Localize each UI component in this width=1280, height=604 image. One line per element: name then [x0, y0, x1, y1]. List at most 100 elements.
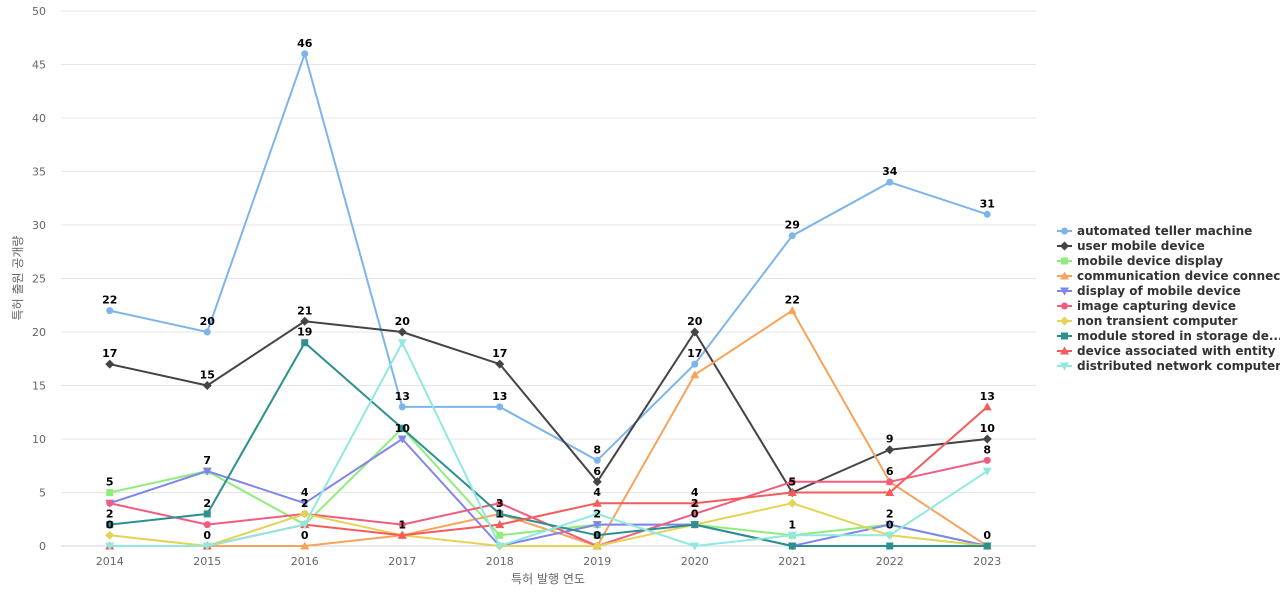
data-point[interactable]: [203, 510, 211, 518]
data-label: 22: [102, 294, 117, 307]
data-point[interactable]: [202, 542, 212, 551]
legend-item[interactable]: module stored in storage de...: [1057, 329, 1280, 343]
legend-item[interactable]: display of mobile device: [1057, 284, 1241, 298]
legend-item[interactable]: non transient computer: [1057, 314, 1238, 328]
data-point[interactable]: [592, 498, 602, 507]
data-point[interactable]: [398, 521, 406, 529]
data-point[interactable]: [886, 178, 894, 186]
data-point[interactable]: [788, 232, 796, 240]
data-point[interactable]: [592, 477, 602, 487]
data-point[interactable]: [886, 542, 894, 550]
data-point[interactable]: [202, 381, 212, 390]
data-point[interactable]: [301, 339, 309, 347]
data-point[interactable]: [105, 542, 115, 551]
data-point[interactable]: [495, 542, 505, 551]
data-point[interactable]: [105, 359, 115, 369]
data-point[interactable]: [106, 489, 114, 496]
data-point[interactable]: [106, 307, 114, 315]
data-point[interactable]: [105, 530, 115, 540]
series-line[interactable]: [109, 320, 988, 494]
legend-item[interactable]: image capturing device: [1057, 299, 1236, 313]
legend-item[interactable]: distributed network computer: [1057, 359, 1280, 373]
data-point[interactable]: [397, 327, 407, 337]
data-point[interactable]: [982, 434, 992, 444]
legend-item[interactable]: device associated with entity: [1057, 344, 1276, 358]
data-point[interactable]: [496, 499, 504, 507]
series-line[interactable]: [109, 341, 988, 547]
data-point[interactable]: [300, 499, 310, 508]
legend-label: user mobile device: [1077, 239, 1205, 253]
data-point[interactable]: [496, 531, 504, 539]
data-point[interactable]: [691, 510, 699, 518]
data-label: 2: [106, 508, 114, 521]
data-point[interactable]: [106, 499, 114, 507]
data-point[interactable]: [982, 467, 992, 476]
legend-item[interactable]: mobile device display: [1057, 254, 1223, 268]
data-point[interactable]: [983, 542, 991, 550]
data-point[interactable]: [300, 541, 310, 550]
data-point[interactable]: [398, 424, 406, 432]
data-point[interactable]: [106, 521, 114, 529]
data-point[interactable]: [495, 359, 505, 369]
data-point[interactable]: [397, 435, 407, 444]
data-label: 6: [886, 465, 894, 478]
data-point[interactable]: [886, 478, 894, 486]
data-point[interactable]: [788, 478, 796, 486]
legend-item[interactable]: user mobile device: [1057, 239, 1205, 253]
series-line[interactable]: [109, 459, 988, 548]
data-point[interactable]: [983, 210, 991, 218]
data-point[interactable]: [592, 510, 602, 519]
data-point[interactable]: [787, 498, 797, 508]
data-point[interactable]: [397, 339, 407, 348]
data-point[interactable]: [592, 541, 602, 551]
data-point[interactable]: [300, 316, 310, 326]
y-tick-label: 50: [32, 5, 46, 18]
series-line[interactable]: [109, 340, 988, 548]
data-point[interactable]: [787, 306, 797, 315]
data-point[interactable]: [885, 488, 895, 496]
y-tick-label: 5: [39, 487, 46, 500]
data-point[interactable]: [982, 402, 992, 411]
data-point[interactable]: [202, 467, 212, 476]
y-tick-label: 40: [32, 112, 46, 125]
data-point[interactable]: [788, 542, 796, 550]
data-point[interactable]: [203, 328, 211, 336]
data-point[interactable]: [300, 509, 310, 519]
series-line[interactable]: [109, 502, 988, 548]
data-point[interactable]: [397, 530, 407, 539]
legend-label: image capturing device: [1077, 299, 1236, 313]
data-point[interactable]: [593, 531, 601, 539]
data-point[interactable]: [300, 521, 310, 530]
series-line[interactable]: [109, 426, 988, 547]
data-point[interactable]: [787, 488, 797, 496]
data-point[interactable]: [983, 456, 991, 464]
data-point[interactable]: [203, 521, 211, 529]
data-point[interactable]: [691, 360, 699, 368]
x-tick-label: 2022: [876, 555, 904, 568]
data-point[interactable]: [690, 542, 700, 551]
data-point[interactable]: [885, 521, 895, 530]
data-point[interactable]: [592, 521, 602, 530]
data-label: 0: [203, 529, 211, 542]
data-point[interactable]: [301, 50, 309, 58]
data-point[interactable]: [495, 520, 505, 529]
data-point[interactable]: [690, 327, 700, 337]
data-point[interactable]: [496, 510, 504, 518]
series-line[interactable]: [109, 309, 988, 548]
data-point[interactable]: [885, 531, 895, 540]
data-point[interactable]: [398, 403, 406, 411]
data-point[interactable]: [690, 370, 700, 379]
data-point[interactable]: [690, 498, 700, 507]
data-point[interactable]: [787, 531, 797, 540]
data-point[interactable]: [496, 403, 504, 411]
data-label: 2: [691, 497, 699, 510]
data-point[interactable]: [691, 521, 699, 529]
data-point[interactable]: [593, 456, 601, 464]
legend-item[interactable]: automated teller machine: [1057, 224, 1252, 238]
x-axis-title: 특허 발행 연도: [511, 571, 585, 586]
legend-item[interactable]: communication device connec...: [1057, 269, 1280, 283]
data-point[interactable]: [885, 445, 895, 455]
series-layer: [105, 50, 992, 551]
series-line[interactable]: [109, 50, 988, 462]
